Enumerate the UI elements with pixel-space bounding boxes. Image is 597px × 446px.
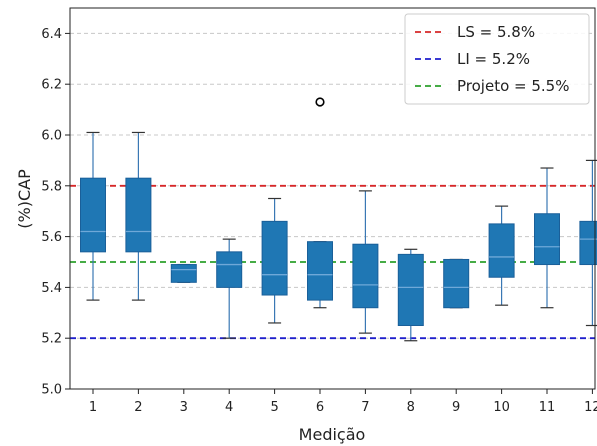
x-tick-label: 11	[539, 400, 556, 415]
legend-label: LS = 5.8%	[457, 23, 535, 41]
x-axis-label: Medição	[299, 425, 366, 444]
legend: LS = 5.8% LI = 5.2% Projeto = 5.5%	[404, 13, 590, 105]
box-3	[170, 263, 197, 283]
box-6	[307, 97, 333, 309]
y-tick-label: 6.2	[41, 78, 62, 93]
x-tick-label: 2	[134, 400, 142, 415]
y-axis: 5.0 5.2 5.4 5.6 5.8 6.0 6.2 6.4	[41, 27, 70, 398]
box-iqr	[352, 243, 379, 309]
box-iqr	[125, 177, 152, 253]
x-tick-label: 3	[180, 400, 188, 415]
x-axis: 1 2 3 4 5 6 7 8 9 10 11 12	[89, 389, 597, 415]
legend-label: LI = 5.2%	[457, 50, 530, 68]
box-8	[397, 248, 424, 342]
x-tick-label: 1	[89, 400, 97, 415]
box-iqr	[397, 253, 424, 327]
box-7	[352, 190, 379, 334]
box-4	[216, 238, 243, 339]
legend-frame	[404, 13, 590, 105]
box-iqr	[443, 258, 470, 309]
box-iqr	[488, 223, 515, 278]
x-tick-label: 5	[270, 400, 278, 415]
y-tick-label: 5.6	[41, 230, 62, 245]
box-2	[125, 131, 152, 301]
x-tick-label: 7	[361, 400, 369, 415]
x-tick-label: 6	[316, 400, 324, 415]
box-5	[261, 197, 288, 324]
box-10	[488, 205, 515, 306]
legend-label: Projeto = 5.5%	[457, 77, 569, 95]
x-tick-label: 12	[584, 400, 597, 415]
plot-area-frame	[69, 7, 596, 390]
box-iqr	[534, 213, 560, 266]
box-9	[443, 258, 470, 309]
y-tick-label: 6.4	[41, 27, 62, 42]
box-iqr	[579, 220, 597, 266]
box-iqr	[307, 241, 333, 301]
y-tick-label: 5.8	[41, 179, 62, 194]
x-tick-label: 8	[407, 400, 415, 415]
y-tick-label: 6.0	[41, 129, 62, 144]
y-axis-label: (%)CAP	[15, 169, 34, 229]
box-iqr	[261, 220, 288, 296]
boxes	[80, 97, 597, 342]
y-tick-label: 5.2	[41, 332, 62, 347]
box-11	[534, 167, 560, 309]
box-iqr	[80, 177, 106, 253]
x-tick-label: 9	[452, 400, 460, 415]
outlier-point	[315, 97, 325, 107]
x-tick-label: 10	[493, 400, 510, 415]
y-tick-label: 5.4	[41, 281, 62, 296]
box-iqr	[170, 264, 197, 283]
box-iqr	[216, 251, 243, 288]
box-1	[80, 131, 106, 301]
y-tick-label: 5.0	[41, 383, 62, 398]
x-tick-label: 4	[225, 400, 233, 415]
